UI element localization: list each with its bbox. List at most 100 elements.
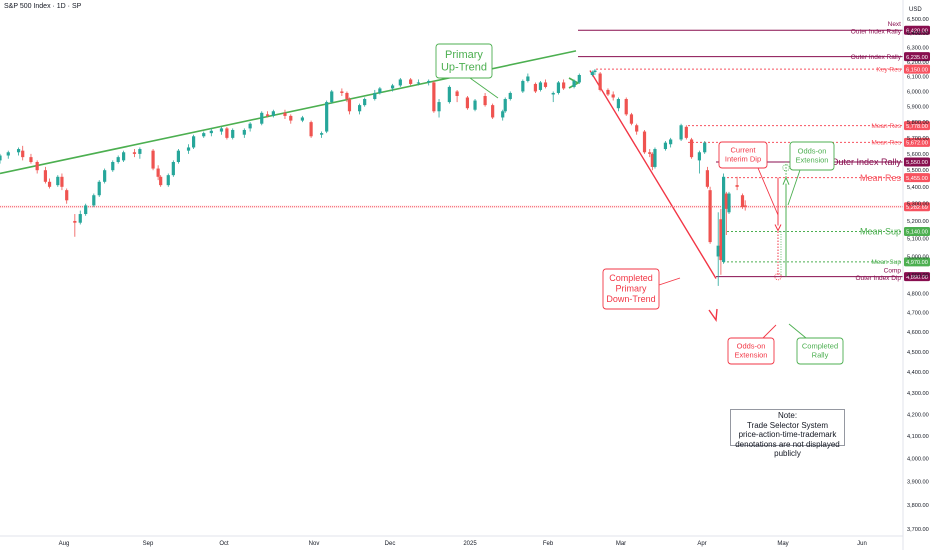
- candle-body[interactable]: [708, 190, 712, 243]
- candle-body[interactable]: [340, 91, 344, 93]
- candle-body[interactable]: [501, 111, 505, 118]
- candle-body[interactable]: [56, 176, 60, 186]
- candle-body[interactable]: [577, 75, 581, 83]
- candle-body[interactable]: [635, 125, 639, 132]
- candle-body[interactable]: [171, 162, 175, 176]
- candle-body[interactable]: [209, 130, 213, 134]
- candle-body[interactable]: [409, 79, 413, 84]
- candle-body[interactable]: [416, 82, 420, 84]
- candle-body[interactable]: [705, 170, 709, 187]
- candle-body[interactable]: [455, 91, 459, 96]
- candle-body[interactable]: [703, 142, 707, 153]
- candle-body[interactable]: [373, 92, 377, 100]
- candle-body[interactable]: [159, 176, 163, 186]
- candle-body[interactable]: [653, 149, 657, 167]
- candle-body[interactable]: [398, 79, 402, 86]
- candle-body[interactable]: [116, 157, 120, 163]
- candle-body[interactable]: [97, 181, 101, 196]
- candle-body[interactable]: [611, 94, 615, 98]
- candle-body[interactable]: [526, 76, 530, 81]
- candle-body[interactable]: [740, 195, 745, 208]
- candle-body[interactable]: [242, 129, 246, 135]
- candle-body[interactable]: [320, 133, 324, 135]
- candle-body[interactable]: [156, 168, 160, 177]
- candle-body[interactable]: [697, 152, 701, 161]
- candle-body[interactable]: [151, 150, 155, 169]
- candle-body[interactable]: [202, 133, 206, 137]
- candle-body[interactable]: [684, 126, 688, 138]
- candle-body[interactable]: [65, 190, 69, 201]
- candle-body[interactable]: [616, 99, 620, 109]
- candle-body[interactable]: [138, 149, 142, 154]
- candle-body[interactable]: [330, 91, 334, 103]
- candle-body[interactable]: [648, 152, 652, 154]
- candle-body[interactable]: [271, 111, 275, 116]
- candle-body[interactable]: [21, 150, 25, 158]
- candle-body[interactable]: [265, 114, 270, 116]
- candle-body[interactable]: [491, 105, 495, 118]
- candle-body[interactable]: [727, 193, 731, 213]
- candle-body[interactable]: [679, 125, 683, 140]
- candle-body[interactable]: [663, 142, 668, 150]
- candle-body[interactable]: [650, 153, 654, 167]
- candle-body[interactable]: [176, 150, 180, 163]
- candle-body[interactable]: [556, 82, 561, 93]
- candle-body[interactable]: [624, 99, 628, 115]
- candle-body[interactable]: [719, 219, 723, 261]
- candle-body[interactable]: [642, 131, 647, 153]
- candle-body[interactable]: [0, 155, 2, 161]
- candle-body[interactable]: [103, 170, 107, 182]
- candle-body[interactable]: [473, 100, 477, 110]
- candle-body[interactable]: [6, 152, 10, 156]
- candle-body[interactable]: [629, 114, 634, 124]
- candle-body[interactable]: [447, 86, 451, 103]
- candle-body[interactable]: [186, 147, 191, 151]
- candle-body[interactable]: [300, 117, 304, 121]
- candle-body[interactable]: [16, 149, 21, 153]
- candle-body[interactable]: [73, 220, 77, 223]
- candle-body[interactable]: [84, 205, 88, 215]
- candle-body[interactable]: [289, 115, 293, 121]
- candle-body[interactable]: [503, 99, 507, 112]
- candle-body[interactable]: [572, 80, 576, 87]
- candle-body[interactable]: [743, 205, 747, 207]
- candle-body[interactable]: [722, 176, 726, 262]
- candle-body[interactable]: [724, 193, 728, 209]
- candle-body[interactable]: [543, 82, 548, 87]
- candle-body[interactable]: [538, 82, 543, 90]
- candle-body[interactable]: [29, 157, 33, 163]
- candle-body[interactable]: [465, 97, 470, 109]
- candle-body[interactable]: [111, 162, 115, 171]
- candle-body[interactable]: [521, 80, 525, 92]
- candle-body[interactable]: [192, 136, 196, 148]
- candle-body[interactable]: [598, 73, 602, 90]
- candle-body[interactable]: [689, 139, 694, 158]
- candle-body[interactable]: [593, 70, 597, 73]
- candle-body[interactable]: [47, 181, 52, 187]
- candle-body[interactable]: [60, 176, 64, 187]
- candle-body[interactable]: [533, 83, 538, 92]
- candle-body[interactable]: [427, 80, 431, 83]
- candle-body[interactable]: [309, 122, 313, 137]
- candle-body[interactable]: [92, 195, 96, 206]
- candle-body[interactable]: [132, 152, 137, 154]
- candle-body[interactable]: [283, 112, 287, 116]
- candle-body[interactable]: [432, 82, 436, 112]
- candle-body[interactable]: [248, 123, 252, 129]
- candle-body[interactable]: [78, 214, 82, 223]
- candle-body[interactable]: [358, 105, 362, 112]
- candle-body[interactable]: [35, 162, 39, 171]
- candle-body[interactable]: [325, 102, 329, 132]
- candle-body[interactable]: [437, 102, 441, 112]
- candle-body[interactable]: [363, 99, 367, 106]
- candle-body[interactable]: [260, 112, 264, 124]
- candle-body[interactable]: [390, 85, 395, 89]
- candle-body[interactable]: [716, 245, 720, 257]
- candle-body[interactable]: [231, 129, 235, 138]
- candle-body[interactable]: [606, 89, 610, 95]
- candle-body[interactable]: [345, 92, 349, 100]
- candle-body[interactable]: [378, 88, 382, 93]
- candle-body[interactable]: [590, 72, 594, 76]
- candle-body[interactable]: [219, 128, 224, 132]
